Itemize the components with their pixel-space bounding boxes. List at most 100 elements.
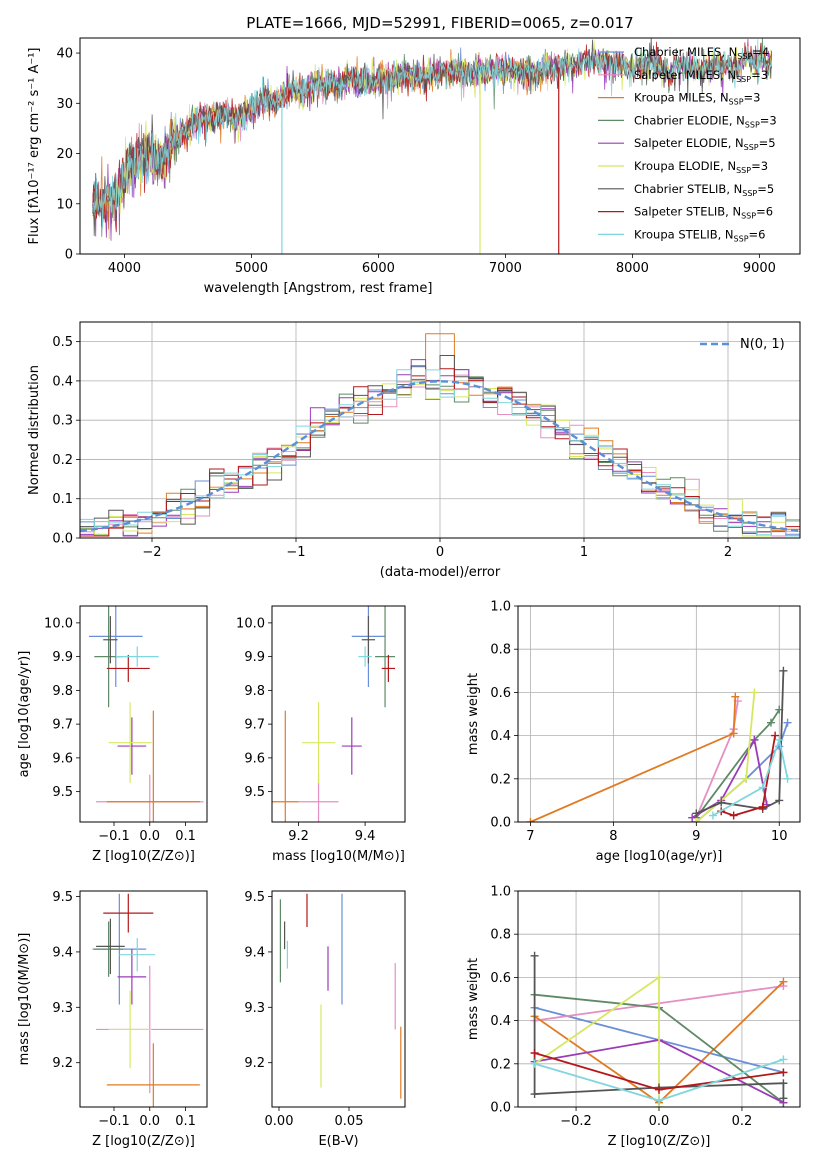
plot-area-residuals — [80, 322, 800, 538]
weight-marker — [742, 774, 751, 783]
weight-marker — [779, 1055, 788, 1064]
y-tick-label: 9.2 — [244, 1056, 265, 1071]
axes-frame — [271, 890, 406, 1108]
panel-weight_vs_Z: −0.2 0.0 0.2 0.0 0.2 0.4 0.6 0.8 1.0 Z [log10(Z/Z… — [466, 885, 801, 1149]
weight-marker — [717, 798, 726, 807]
weight-line-kroupa-miles — [530, 696, 737, 822]
x-tick-label: 1 — [580, 545, 588, 560]
y-tick-label: 0.3 — [52, 414, 73, 429]
x-tick-label: 5000 — [235, 261, 268, 276]
legend-entry: Kroupa MILES, NSSP=3 — [634, 91, 760, 107]
y-tick-label: 10.0 — [44, 616, 73, 631]
y-tick-label: 9.4 — [52, 945, 73, 960]
y-tick-label: 9.7 — [244, 718, 265, 733]
y-tick-label: 0.0 — [490, 816, 511, 831]
y-tick-label: 0.8 — [490, 928, 511, 943]
x-tick-label: 0.1 — [175, 1114, 196, 1129]
panel-mass_vs_ebv: 0.00 0.05 9.2 9.3 9.4 9.5 E(B-V) — [244, 890, 406, 1149]
y-tick-label: 9.6 — [52, 751, 73, 766]
weight-marker — [783, 774, 792, 783]
panel-age_vs_Z: −0.1 0.0 0.1 9.5 9.6 9.7 9.8 9.9 10.0 Z [log10(Z/… — [17, 605, 208, 864]
legend-entry: Salpeter MILES, NSSP=3 — [634, 68, 768, 84]
x-tick-label: 0.2 — [732, 1114, 753, 1129]
weight-marker — [783, 718, 792, 727]
x-tick-label: 8000 — [616, 261, 649, 276]
axes-frame — [271, 605, 406, 823]
weight-marker — [750, 688, 759, 697]
legend-entry: Salpeter ELODIE, NSSP=5 — [634, 136, 776, 152]
y-tick-label: 0.0 — [52, 532, 73, 547]
x-tick-label: 0.0 — [139, 1114, 160, 1129]
x-tick-label: 9 — [692, 829, 700, 844]
panel-age_vs_mass: 9.2 9.4 9.5 9.6 9.7 9.8 9.9 10.0 mass [log10(M/M… — [236, 605, 406, 864]
y-tick-label: 0 — [65, 248, 73, 263]
weight-line-kroupa-stelib — [712, 736, 789, 817]
axes-frame — [79, 321, 801, 539]
x-tick-label: −0.1 — [98, 829, 130, 844]
histogram-salpeter-stelib — [80, 368, 800, 537]
y-tick-label: 0.5 — [52, 335, 73, 350]
y-axis-label: Flux [fλ10⁻¹⁷ erg cm⁻² s⁻¹ A⁻¹] — [27, 48, 42, 245]
x-tick-label: 0.0 — [139, 829, 160, 844]
axes-frame — [517, 890, 801, 1108]
y-tick-label: 0.0 — [490, 1101, 511, 1116]
weight-marker — [779, 1068, 788, 1077]
x-tick-label: 6000 — [362, 261, 395, 276]
x-tick-label: 7 — [526, 829, 534, 844]
weight-marker — [779, 1079, 788, 1088]
panel-spectrum: 4000 5000 6000 7000 8000 9000 0 10 20 30 40 wavelen… — [27, 37, 801, 296]
y-axis-label: mass weight — [466, 673, 481, 755]
weight-marker — [775, 796, 784, 805]
x-tick-label: 7000 — [489, 261, 522, 276]
plot-area-weight_vs_Z — [518, 891, 800, 1107]
y-tick-label: 9.5 — [244, 890, 265, 905]
x-tick-label: −1 — [286, 545, 305, 560]
y-tick-label: 9.9 — [52, 650, 73, 665]
y-tick-label: 0.1 — [52, 492, 73, 507]
weight-line-chabrier-elodie — [695, 709, 781, 819]
y-tick-label: 1.0 — [490, 885, 511, 900]
plot-area-spectrum — [92, 38, 772, 254]
legend-entry: Chabrier MILES, NSSP=4 — [634, 45, 769, 61]
weight-marker — [779, 977, 788, 986]
y-tick-label: 9.5 — [52, 890, 73, 905]
x-axis-label: mass [log10(M/M⊙)] — [272, 849, 405, 864]
y-tick-label: 9.8 — [244, 684, 265, 699]
x-tick-label: 0.0 — [649, 1114, 670, 1129]
y-axis-label: Normed distribution — [27, 365, 42, 495]
y-tick-label: 9.4 — [244, 945, 265, 960]
y-tick-label: 30 — [56, 97, 73, 112]
x-tick-label: 0.1 — [175, 829, 196, 844]
y-tick-label: 40 — [56, 47, 73, 62]
legend-entry: Chabrier ELODIE, NSSP=3 — [634, 113, 777, 129]
x-axis-label: age [log10(age/yr)] — [596, 849, 723, 864]
y-tick-label: 0.8 — [490, 643, 511, 658]
x-tick-label: 0 — [436, 545, 444, 560]
panel-residuals: −2 −1 0 1 2 0.0 0.1 0.2 0.3 0.4 0.5 (data-model)/er… — [27, 321, 801, 580]
weight-marker — [526, 818, 535, 822]
x-tick-label: 8 — [609, 829, 617, 844]
x-tick-label: 0.00 — [265, 1114, 294, 1129]
plot-area-age_vs_mass — [272, 606, 396, 822]
spectrum-line-kroupa-stelib — [92, 39, 772, 229]
axes-frame — [517, 605, 801, 823]
axes-frame — [79, 37, 801, 255]
weight-marker — [530, 1049, 539, 1057]
y-tick-label: 10.0 — [236, 616, 265, 631]
y-tick-label: 0.6 — [490, 686, 511, 701]
axes-frame — [79, 605, 208, 823]
weight-marker — [530, 1059, 539, 1068]
y-tick-label: 9.9 — [244, 650, 265, 665]
figure-title: PLATE=1666, MJD=52991, FIBERID=0065, z=0… — [246, 14, 633, 32]
y-tick-label: 9.6 — [244, 751, 265, 766]
y-tick-label: 9.8 — [52, 684, 73, 699]
weight-marker — [729, 811, 738, 820]
plot-area-mass_vs_ebv — [279, 893, 402, 1099]
weight-marker — [779, 666, 788, 675]
legend-entry: Salpeter STELIB, NSSP=6 — [634, 205, 773, 221]
weight-marker — [766, 718, 775, 727]
plot-area-age_vs_Z — [88, 606, 204, 822]
weight-marker — [708, 811, 717, 820]
x-axis-label: E(B-V) — [318, 1134, 358, 1149]
